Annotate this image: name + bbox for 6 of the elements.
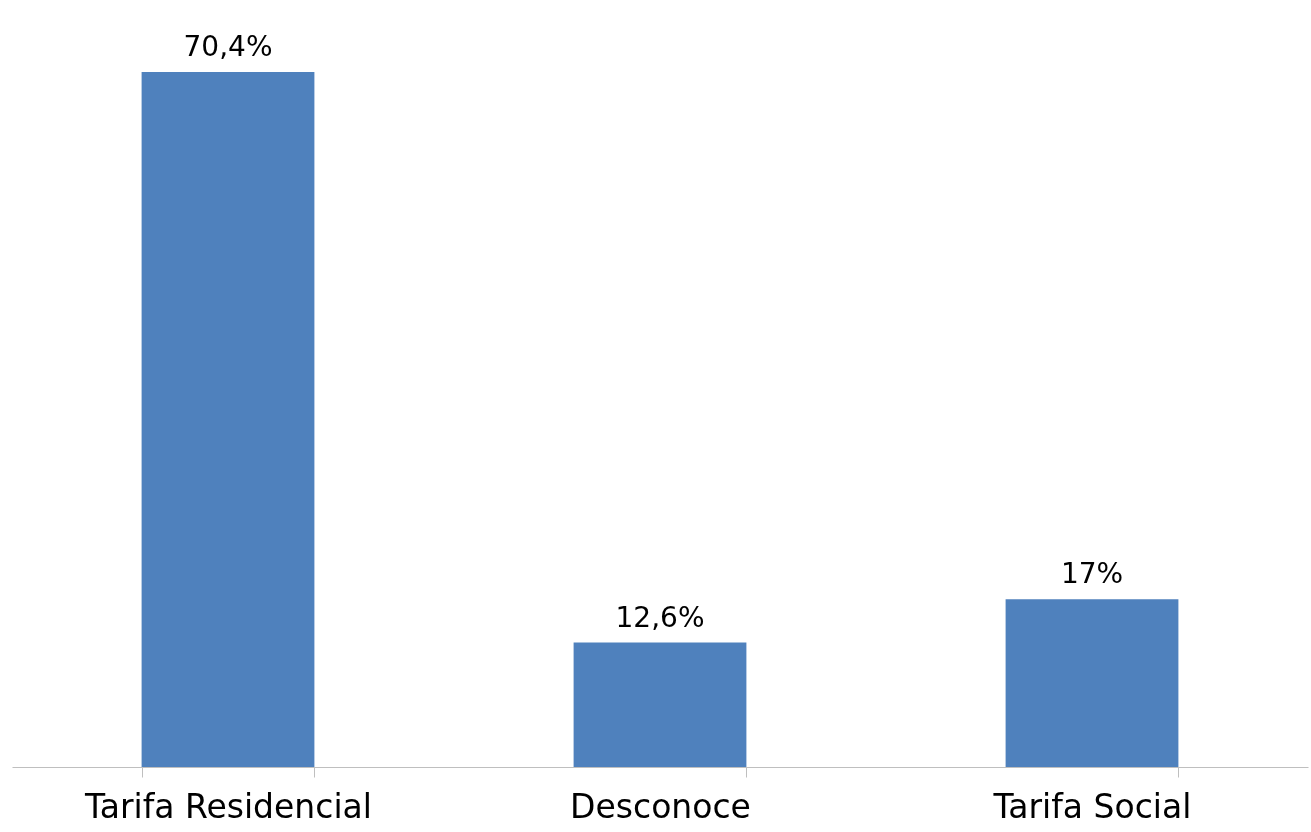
data-label: 12,6%: [615, 600, 705, 634]
data-label: 17%: [1060, 557, 1124, 591]
x-tick-label: Desconoce: [570, 786, 751, 826]
x-tick-label: Tarifa Residencial: [84, 786, 372, 826]
data-label: 70,4%: [183, 30, 273, 63]
x-tick-label: Tarifa Social: [992, 786, 1192, 826]
